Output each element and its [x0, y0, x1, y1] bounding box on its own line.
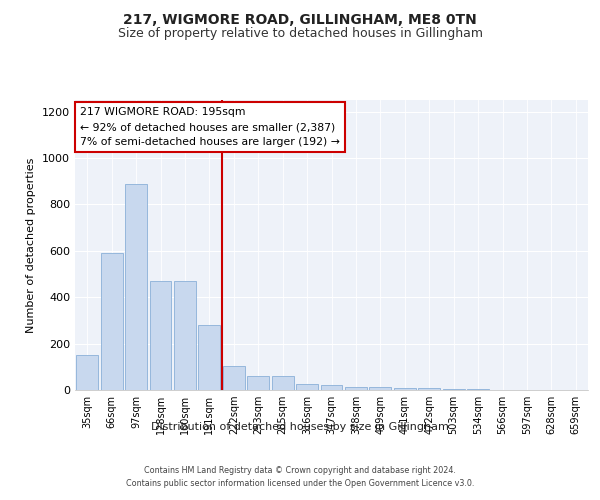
Bar [101, 253, 122, 390]
Text: Contains HM Land Registry data © Crown copyright and database right 2024.
Contai: Contains HM Land Registry data © Crown c… [126, 466, 474, 487]
Bar [174, 281, 196, 390]
Bar [76, 355, 98, 390]
Bar [296, 384, 318, 390]
Bar [394, 388, 416, 390]
Bar [199, 325, 220, 390]
Y-axis label: Number of detached properties: Number of detached properties [26, 158, 37, 332]
Bar [247, 376, 269, 390]
Bar [443, 389, 464, 390]
Bar [345, 386, 367, 390]
Bar [320, 386, 343, 390]
Bar [418, 388, 440, 390]
Text: 217, WIGMORE ROAD, GILLINGHAM, ME8 0TN: 217, WIGMORE ROAD, GILLINGHAM, ME8 0TN [123, 12, 477, 26]
Bar [370, 386, 391, 390]
Text: Size of property relative to detached houses in Gillingham: Size of property relative to detached ho… [118, 28, 482, 40]
Text: 217 WIGMORE ROAD: 195sqm
← 92% of detached houses are smaller (2,387)
7% of semi: 217 WIGMORE ROAD: 195sqm ← 92% of detach… [80, 108, 340, 147]
Bar [125, 184, 147, 390]
Bar [223, 366, 245, 390]
Text: Distribution of detached houses by size in Gillingham: Distribution of detached houses by size … [151, 422, 449, 432]
Bar [149, 281, 172, 390]
Bar [272, 376, 293, 390]
